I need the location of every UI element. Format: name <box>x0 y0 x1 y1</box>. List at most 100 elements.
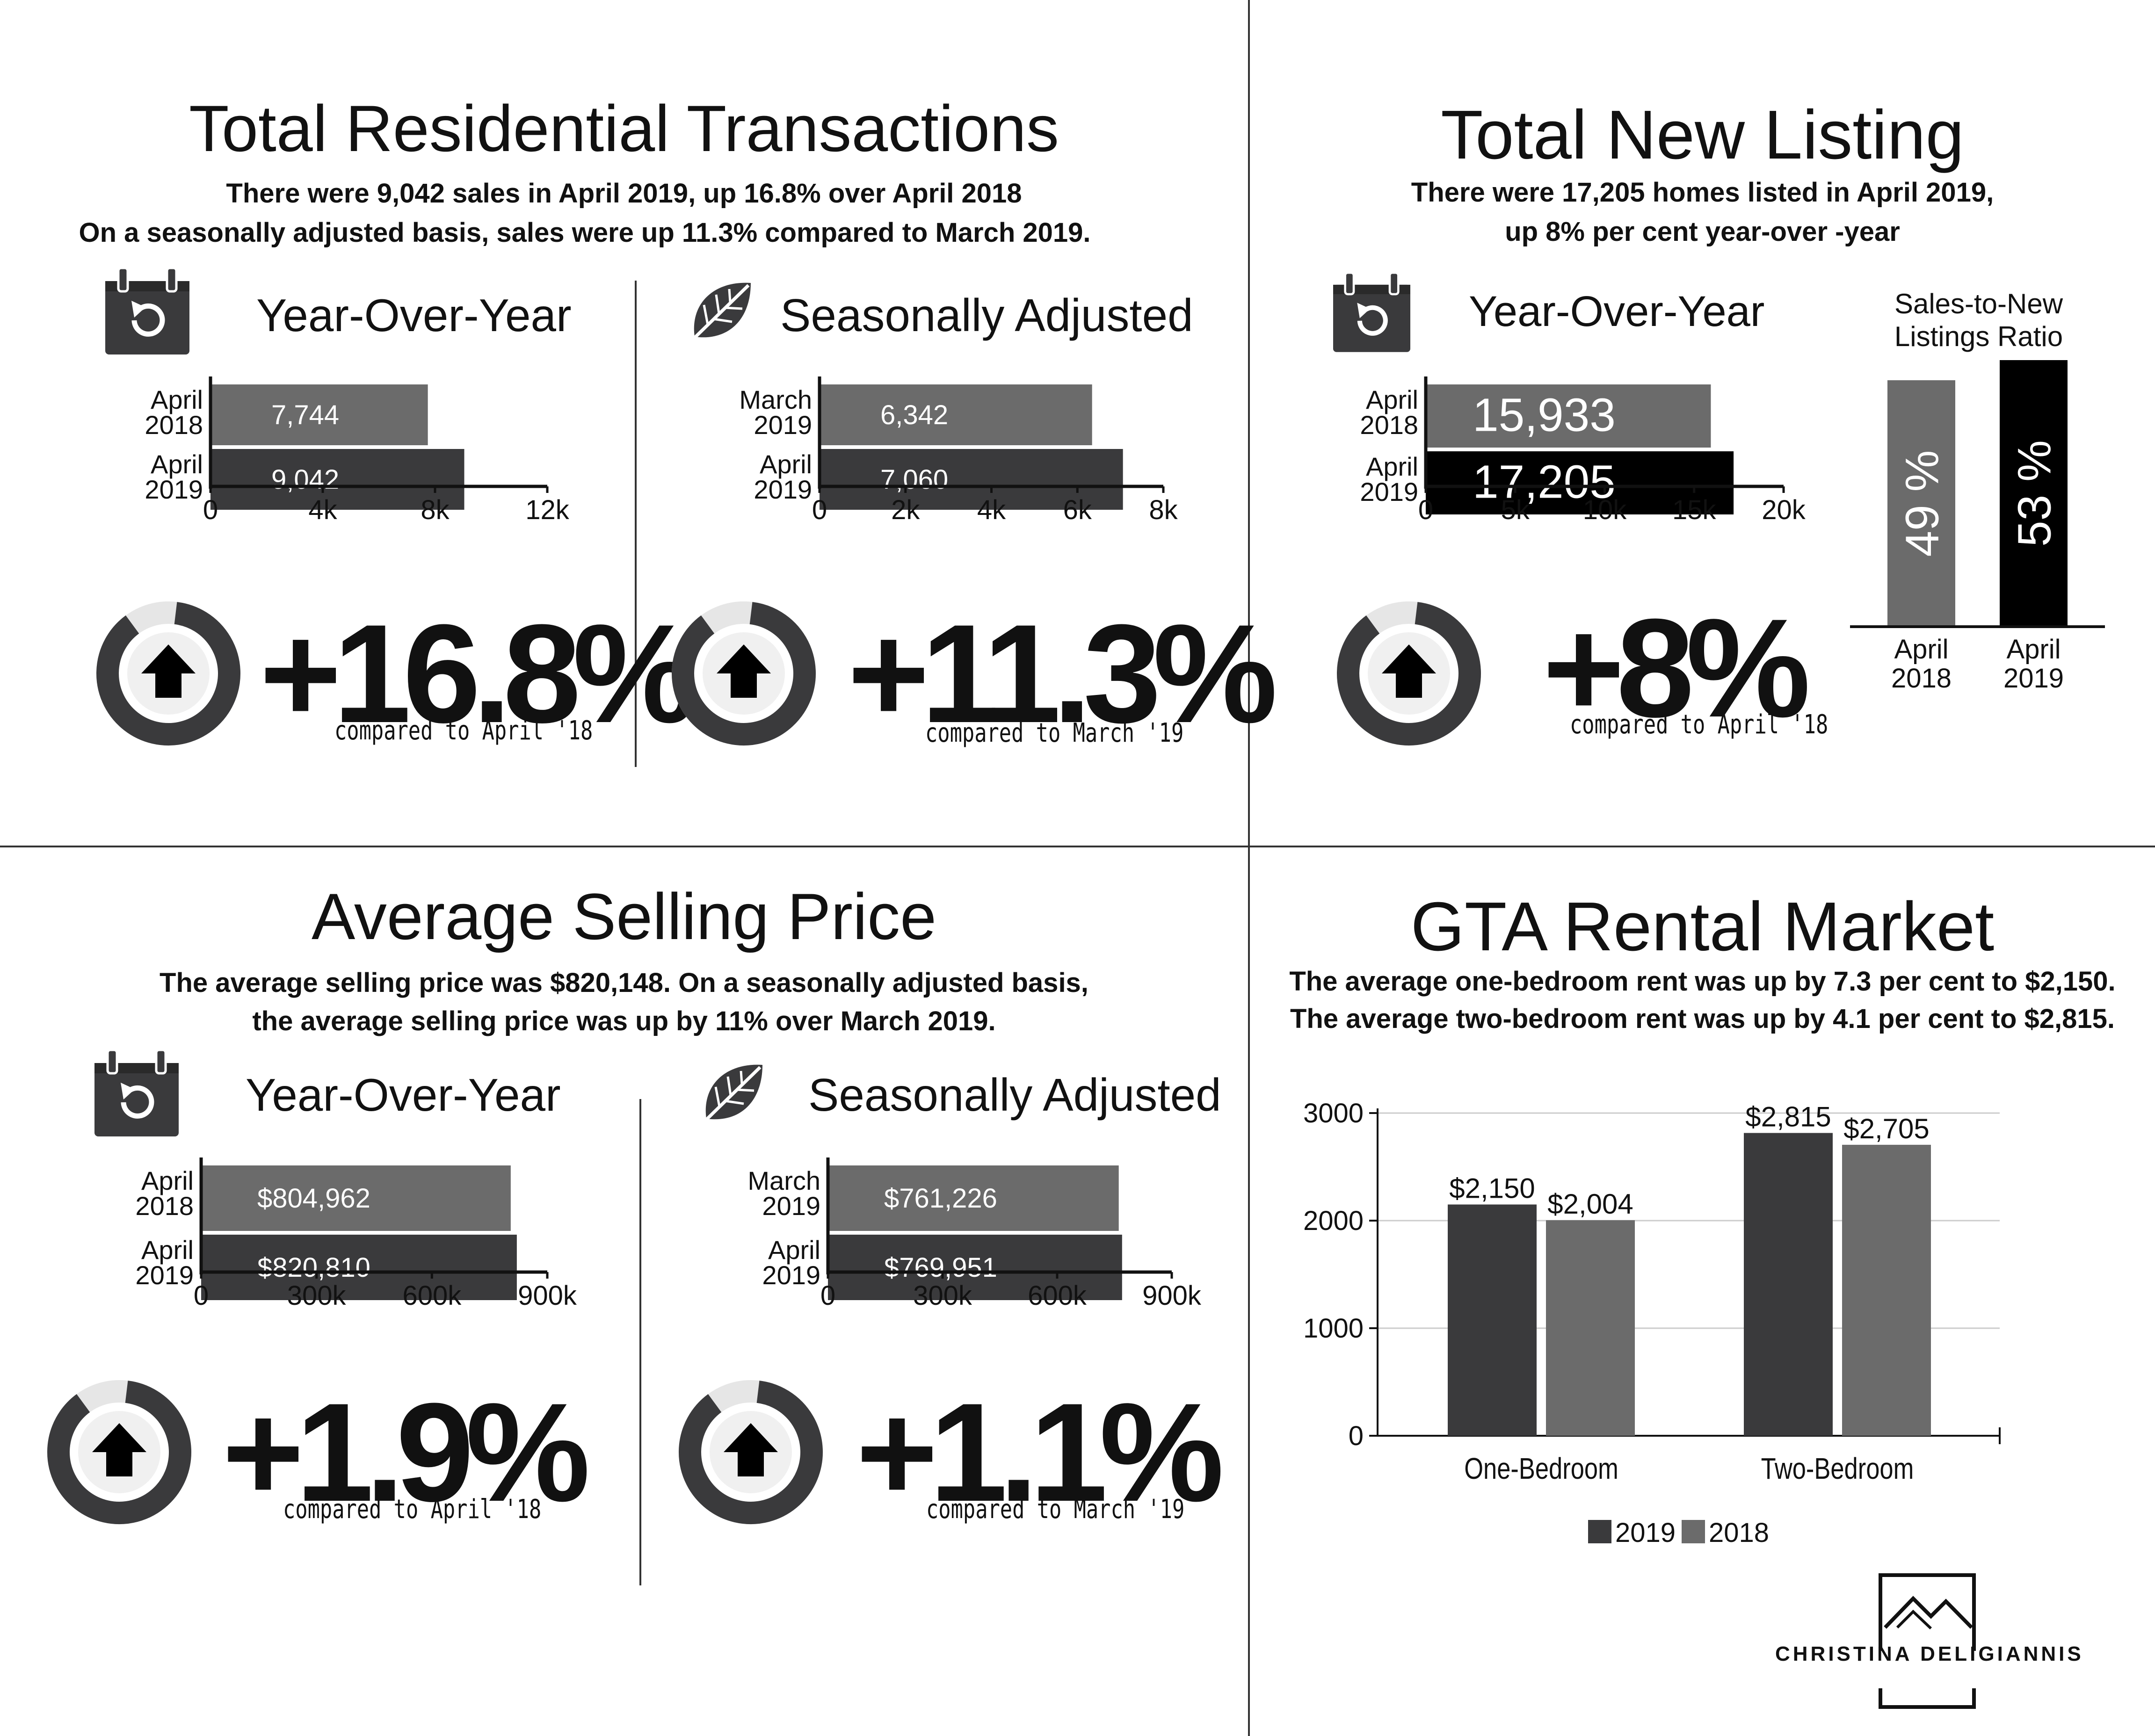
horizontal-divider <box>0 846 2155 847</box>
transactions-yoy-heading: Year-Over-Year <box>256 289 572 341</box>
transactions-title: Total Residential Transactions <box>189 92 1059 165</box>
bar <box>820 449 1123 510</box>
listings-yoy-percent: +8% <box>1543 589 1811 746</box>
bar-value-label: $761,226 <box>884 1183 997 1214</box>
category-label: March <box>739 385 812 414</box>
rental-value-label: $2,150 <box>1449 1173 1535 1204</box>
bar-value-label: 15,933 <box>1473 389 1616 441</box>
category-label: 2018 <box>145 410 203 440</box>
price-yoy-percent: +1.9% <box>222 1374 590 1531</box>
transactions-yoy-percent: +16.8% <box>260 595 697 752</box>
bar-value-label: 17,205 <box>1473 456 1616 508</box>
y-tick-label: 2000 <box>1303 1206 1364 1236</box>
rental-bar <box>1744 1133 1833 1436</box>
bar <box>201 1165 511 1231</box>
bar <box>210 449 464 510</box>
rental-bar <box>1546 1220 1635 1436</box>
x-tick-label: 5k <box>1501 495 1530 525</box>
category-label: March <box>747 1166 820 1195</box>
brand-logo-icon <box>1876 1573 1979 1709</box>
category-label: April <box>768 1235 820 1265</box>
x-tick-label: 600k <box>402 1280 462 1311</box>
legend-swatch <box>1588 1520 1611 1543</box>
ring-arc <box>679 1381 823 1524</box>
x-tick-label: 20k <box>1762 495 1806 525</box>
ratio-title-2: Listings Ratio <box>1894 321 2063 352</box>
ring-arc <box>47 1381 191 1524</box>
x-tick-label: 0 <box>1418 495 1433 525</box>
bar <box>201 1235 517 1300</box>
y-tick-label: 1000 <box>1303 1313 1364 1344</box>
category-label: April <box>760 449 812 479</box>
category-label: 2019 <box>762 1191 820 1221</box>
price-section-divider <box>639 1099 641 1585</box>
calendar-refresh-icon <box>1333 273 1410 352</box>
ratio-value-label: 53 % <box>2009 440 2061 547</box>
bar-value-label: 9,042 <box>271 464 339 495</box>
bar-value-label: 7,060 <box>880 464 948 495</box>
x-tick-label: 2k <box>891 495 920 525</box>
ring-arc <box>672 602 816 745</box>
calendar-refresh-icon <box>94 1050 179 1136</box>
brand-name: CHRISTINA DELIGIANNIS <box>1775 1642 2084 1665</box>
listings-yoy-heading: Year-Over-Year <box>1469 288 1765 335</box>
bar-value-label: $804,962 <box>257 1183 370 1214</box>
category-label: 2019 <box>145 475 203 504</box>
x-tick-label: 0 <box>203 495 218 525</box>
listings-title: Total New Listing <box>1441 96 1964 174</box>
x-tick-label: 4k <box>308 495 337 525</box>
category-label: April <box>141 1166 194 1195</box>
transactions-sa-percent: +11.3% <box>848 595 1277 752</box>
category-label: April <box>1366 385 1418 414</box>
up-arrow-icon <box>717 644 771 698</box>
listings-subtitle-1: There were 17,205 homes listed in April … <box>1411 177 1994 208</box>
category-label: April <box>151 385 203 414</box>
legend-swatch <box>1682 1520 1705 1543</box>
x-tick-label: 900k <box>1142 1280 1202 1311</box>
price-sa-compare: compared to March '19 <box>926 1494 1185 1525</box>
rental-category-label: One-Bedroom <box>1464 1452 1618 1485</box>
price-subtitle-1: The average selling price was $820,148. … <box>160 968 1088 998</box>
transactions-sa-compare: compared to March '19 <box>925 718 1184 748</box>
rental-subtitle-1: The average one-bedroom rent was up by 7… <box>1289 966 2116 997</box>
rental-category-label: Two-Bedroom <box>1761 1452 1914 1485</box>
up-arrow-icon <box>724 1423 778 1476</box>
price-yoy-heading: Year-Over-Year <box>246 1069 561 1121</box>
ratio-category-label: April <box>1894 634 1948 665</box>
transactions-yoy-compare: compared to April '18 <box>334 716 593 746</box>
category-label: 2019 <box>1360 477 1418 506</box>
ratio-bar <box>1887 380 1955 627</box>
rental-bar <box>1842 1144 1931 1436</box>
x-tick-label: 600k <box>1028 1280 1087 1311</box>
x-tick-label: 0 <box>194 1280 209 1311</box>
ratio-category-label: 2019 <box>2003 663 2064 694</box>
listings-yoy-compare: compared to April '18 <box>1570 709 1828 740</box>
price-title: Average Selling Price <box>312 880 936 953</box>
bar <box>1426 384 1711 448</box>
rental-title: GTA Rental Market <box>1410 888 1995 965</box>
bar <box>210 384 428 445</box>
x-tick-label: 300k <box>287 1280 347 1311</box>
x-tick-label: 0 <box>812 495 827 525</box>
vertical-divider <box>1248 0 1250 1736</box>
x-tick-label: 6k <box>1063 495 1092 525</box>
ratio-title-1: Sales-to-New <box>1894 288 2063 319</box>
x-tick-label: 300k <box>913 1280 972 1311</box>
bar-value-label: 6,342 <box>880 400 948 430</box>
bar-value-label: $769,951 <box>884 1252 997 1283</box>
leaf-icon <box>704 1064 762 1122</box>
x-tick-label: 10k <box>1583 495 1627 525</box>
y-tick-label: 0 <box>1349 1421 1364 1451</box>
category-label: April <box>1366 452 1418 481</box>
bar <box>828 1235 1122 1300</box>
legend-label: 2018 <box>1709 1518 1769 1548</box>
y-tick-label: 3000 <box>1303 1098 1364 1128</box>
bar-value-label: 7,744 <box>271 400 339 430</box>
